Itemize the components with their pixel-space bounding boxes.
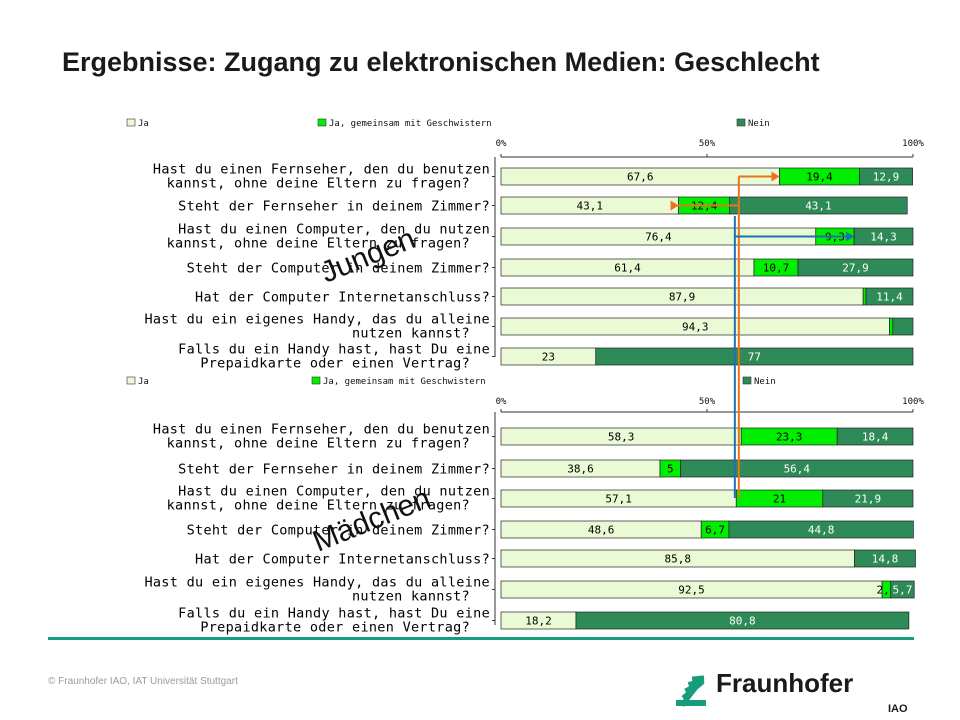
blue-arrow-head-icon — [846, 231, 855, 242]
data-label: 87,9 — [669, 291, 696, 304]
data-label: 10,7 — [763, 262, 790, 275]
category-label: Hast du einen Fernseher, den du benutzen — [153, 162, 490, 178]
data-label: 11,4 — [876, 291, 903, 304]
bar-segment — [889, 317, 894, 336]
data-label: 43,1 — [805, 200, 832, 213]
orange-arrow-head-icon — [771, 171, 780, 182]
data-label: 56,4 — [784, 463, 811, 476]
data-label: 76,4 — [645, 231, 672, 244]
category-label: kannst, ohne deine Eltern zu fragen? — [167, 498, 470, 514]
bar-segment — [797, 258, 914, 277]
data-label: 14,8 — [872, 553, 899, 566]
data-label: 57,1 — [605, 493, 632, 506]
legend-swatch — [311, 376, 321, 385]
legend-swatch — [317, 118, 327, 127]
category-label: Prepaidkarte oder einen Vertrag? — [200, 356, 470, 372]
data-label: 85,8 — [664, 553, 691, 566]
data-label: 94,3 — [682, 321, 709, 334]
data-label: 27,9 — [842, 262, 869, 275]
category-label: Steht der Fernseher in deinem Zimmer? — [178, 462, 490, 478]
data-label: 77 — [748, 351, 761, 364]
category-label: Falls du ein Handy hast, hast Du eine — [178, 342, 490, 358]
data-label: 5 — [667, 463, 674, 476]
logo-subtitle: IAO — [888, 703, 908, 714]
legend-label: Nein — [754, 377, 776, 387]
copyright-text: © Fraunhofer IAO, IAT Universität Stuttg… — [48, 676, 238, 687]
category-label: Hast du einen Computer, den du nutzen — [178, 484, 490, 500]
category-label: nutzen kannst? — [352, 326, 470, 342]
bar-segment — [854, 549, 916, 568]
data-label: 44,8 — [808, 524, 835, 537]
data-label: 58,3 — [608, 431, 635, 444]
legend-swatch — [126, 376, 136, 385]
logo-wordmark: Fraunhofer — [716, 668, 853, 698]
data-label: 67,6 — [627, 171, 654, 184]
category-label: Prepaidkarte oder einen Vertrag? — [200, 620, 470, 636]
data-label: 5,7 — [893, 584, 913, 597]
legend-label: Ja, gemeinsam mit Geschwistern — [329, 119, 492, 129]
data-label: 21,9 — [855, 493, 882, 506]
category-label: Hast du einen Fernseher, den du benutzen — [153, 422, 490, 438]
bar-segment — [822, 489, 914, 508]
data-label: 48,6 — [588, 524, 615, 537]
data-label: 18,4 — [862, 431, 889, 444]
fraunhofer-logo: Fraunhofer IAO — [676, 662, 926, 719]
category-label: Hat der Computer Internetanschluss? — [195, 290, 490, 306]
legend-swatch — [742, 376, 752, 385]
data-label: 12,9 — [873, 171, 900, 184]
legend-label: Nein — [748, 119, 770, 129]
axis-tick-label: 0% — [496, 139, 507, 149]
data-label: 6,7 — [705, 524, 725, 537]
legend-swatch — [736, 118, 746, 127]
data-label: 21 — [773, 493, 786, 506]
category-label: Hast du einen Computer, den du nutzen — [178, 222, 490, 238]
axis-tick-label: 100% — [902, 397, 924, 407]
category-label: kannst, ohne deine Eltern zu fragen? — [167, 176, 470, 192]
bar-segment — [859, 167, 913, 186]
axis-tick-label: 50% — [699, 139, 716, 149]
category-label: nutzen kannst? — [352, 589, 470, 605]
legend-swatch — [126, 118, 136, 127]
bar-segment — [892, 317, 914, 336]
bar-segment — [862, 287, 867, 306]
data-label: 23 — [542, 351, 555, 364]
data-label: 18,2 — [525, 615, 552, 628]
axis-tick-label: 100% — [902, 139, 924, 149]
orange-arrow-head-icon — [670, 200, 679, 211]
legend-label: Ja, gemeinsam mit Geschwistern — [323, 377, 486, 387]
bar-segment — [865, 287, 914, 306]
footer-rule — [48, 637, 914, 640]
category-label: Steht der Fernseher in deinem Zimmer? — [178, 199, 490, 215]
bar-segment — [575, 611, 910, 630]
category-label: Hat der Computer Internetanschluss? — [195, 552, 490, 568]
axis-tick-label: 0% — [496, 397, 507, 407]
bar-segment — [836, 427, 914, 446]
data-label: 14,3 — [870, 231, 897, 244]
legend-label: Ja — [138, 119, 149, 129]
category-label: kannst, ohne deine Eltern zu fragen? — [167, 436, 470, 452]
category-label: kannst, ohne deine Eltern zu fragen? — [167, 236, 470, 252]
data-label: 43,1 — [577, 200, 604, 213]
category-label: Hast du ein eigenes Handy, das du allein… — [144, 312, 490, 328]
fraunhofer-mark-icon — [676, 675, 706, 707]
category-label: Steht der Computer in deinem Zimmer? — [187, 261, 490, 277]
data-label: 80,8 — [729, 615, 756, 628]
data-label: 61,4 — [614, 262, 641, 275]
page-title: Ergebnisse: Zugang zu elektronischen Med… — [62, 47, 820, 77]
category-label: Steht der Computer in deinem Zimmer? — [187, 523, 490, 539]
data-label: 23,3 — [776, 431, 803, 444]
data-label: 92,5 — [678, 584, 705, 597]
data-label: 38,6 — [567, 463, 594, 476]
data-label: 19,4 — [806, 171, 833, 184]
category-label: Hast du ein eigenes Handy, das du allein… — [144, 575, 490, 591]
bar-segment — [890, 580, 915, 599]
axis-tick-label: 50% — [699, 397, 716, 407]
category-label: Falls du ein Handy hast, hast Du eine — [178, 606, 490, 622]
bar-segment — [595, 347, 914, 366]
legend-label: Ja — [138, 377, 149, 387]
bar-segment — [728, 520, 914, 539]
